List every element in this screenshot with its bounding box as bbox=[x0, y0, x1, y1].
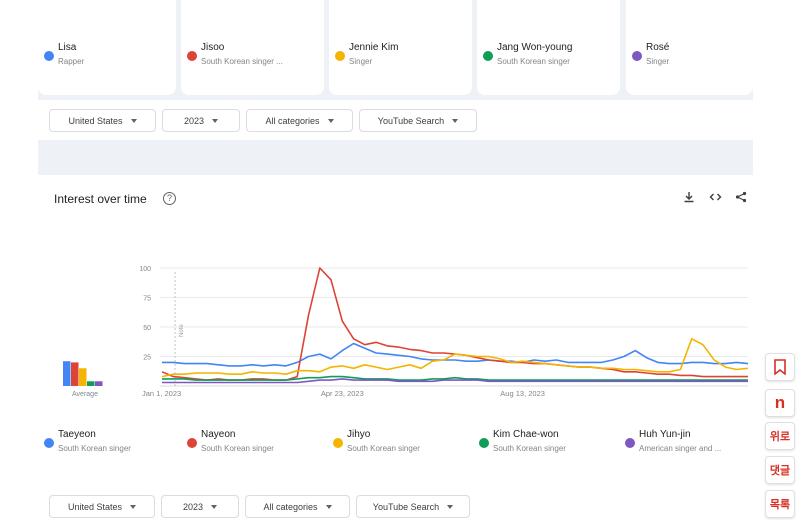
term-name: Nayeon bbox=[201, 429, 236, 440]
term-card-kim-chae-won[interactable]: Kim Chae-won South Korean singer bbox=[473, 405, 612, 480]
series-color-dot bbox=[333, 438, 343, 448]
term-card-lisa[interactable]: Lisa Rapper bbox=[38, 0, 176, 95]
term-type: South Korean singer ... bbox=[201, 57, 283, 66]
series-color-dot bbox=[44, 51, 54, 61]
term-type: South Korean singer bbox=[58, 444, 131, 453]
term-type: Singer bbox=[349, 57, 373, 66]
source-value: YouTube Search bbox=[377, 115, 445, 126]
source-value: YouTube Search bbox=[372, 501, 440, 512]
caret-down-icon bbox=[130, 118, 137, 123]
term-card-nayeon[interactable]: Nayeon South Korean singer bbox=[181, 405, 320, 480]
region-select[interactable]: United States bbox=[49, 109, 156, 132]
filter-bar-bottom: United States 2023 All categories YouTub… bbox=[49, 495, 470, 518]
term-name: Huh Yun-jin bbox=[639, 429, 691, 440]
bookmark-icon[interactable] bbox=[765, 353, 795, 381]
series-color-dot bbox=[335, 51, 345, 61]
term-type: Singer bbox=[646, 57, 670, 66]
filter-bar-top: United States 2023 All categories YouTub… bbox=[49, 109, 477, 132]
category-select[interactable]: All categories bbox=[246, 109, 353, 132]
caret-down-icon bbox=[325, 504, 332, 509]
comments-button[interactable]: 댓글 bbox=[765, 456, 795, 484]
caret-down-icon bbox=[327, 118, 334, 123]
region-value: United States bbox=[67, 501, 123, 512]
caret-down-icon bbox=[211, 504, 218, 509]
caret-down-icon bbox=[130, 504, 137, 509]
year-select[interactable]: 2023 bbox=[161, 495, 239, 518]
series-color-dot bbox=[483, 51, 493, 61]
category-value: All categories bbox=[263, 501, 318, 512]
download-icon[interactable] bbox=[682, 191, 696, 205]
term-type: American singer and ... bbox=[639, 444, 722, 453]
term-card-jang-won-young[interactable]: Jang Won-young South Korean singer bbox=[477, 0, 620, 95]
top-compare-band: Lisa Rapper Jisoo South Korean singer ..… bbox=[38, 0, 753, 100]
category-value: All categories bbox=[265, 115, 320, 126]
region-value: United States bbox=[68, 115, 123, 126]
naver-n-icon[interactable]: n bbox=[765, 389, 795, 417]
caret-down-icon bbox=[212, 118, 219, 123]
term-type: South Korean singer bbox=[201, 444, 274, 453]
embed-code-icon[interactable] bbox=[708, 191, 722, 205]
term-name: Kim Chae-won bbox=[493, 429, 559, 440]
term-name: Jang Won-young bbox=[497, 42, 573, 53]
series-color-dot bbox=[44, 438, 54, 448]
region-select[interactable]: United States bbox=[49, 495, 155, 518]
help-circle-icon[interactable]: ? bbox=[163, 192, 176, 205]
term-name: Lisa bbox=[58, 42, 77, 53]
term-type: South Korean singer bbox=[347, 444, 420, 453]
term-card-jisoo[interactable]: Jisoo South Korean singer ... bbox=[181, 0, 324, 95]
search-source-select[interactable]: YouTube Search bbox=[356, 495, 470, 518]
caret-down-icon bbox=[447, 504, 454, 509]
search-source-select[interactable]: YouTube Search bbox=[359, 109, 477, 132]
term-name: Jisoo bbox=[201, 42, 225, 53]
share-icon[interactable] bbox=[734, 191, 748, 205]
interest-over-time-card: Interest over time ? bbox=[38, 175, 753, 400]
term-card-huh-yun-jin[interactable]: Huh Yun-jin American singer and ... bbox=[619, 405, 753, 480]
year-value: 2023 bbox=[183, 115, 205, 126]
term-type: South Korean singer bbox=[497, 57, 570, 66]
series-color-dot bbox=[625, 438, 635, 448]
series-color-dot bbox=[632, 51, 642, 61]
series-color-dot bbox=[187, 51, 197, 61]
term-type: Rapper bbox=[58, 57, 85, 66]
term-card-taeyeon[interactable]: Taeyeon South Korean singer bbox=[38, 405, 173, 480]
series-color-dot bbox=[479, 438, 489, 448]
section-divider bbox=[38, 140, 753, 175]
term-name: Rosé bbox=[646, 42, 670, 53]
list-button[interactable]: 목록 bbox=[765, 490, 795, 518]
term-card-jennie-kim[interactable]: Jennie Kim Singer bbox=[329, 0, 472, 95]
scroll-up-button[interactable]: 위로 bbox=[765, 422, 795, 450]
chart-title: Interest over time bbox=[54, 192, 147, 206]
series-color-dot bbox=[187, 438, 197, 448]
term-type: South Korean singer bbox=[493, 444, 566, 453]
term-card-rose[interactable]: Rosé Singer bbox=[626, 0, 753, 95]
term-name: Jennie Kim bbox=[349, 42, 399, 53]
caret-down-icon bbox=[452, 118, 459, 123]
year-value: 2023 bbox=[182, 501, 204, 512]
category-select[interactable]: All categories bbox=[245, 495, 350, 518]
year-select[interactable]: 2023 bbox=[162, 109, 240, 132]
term-name: Jihyo bbox=[347, 429, 371, 440]
term-name: Taeyeon bbox=[58, 429, 96, 440]
term-card-jihyo[interactable]: Jihyo South Korean singer bbox=[327, 405, 466, 480]
